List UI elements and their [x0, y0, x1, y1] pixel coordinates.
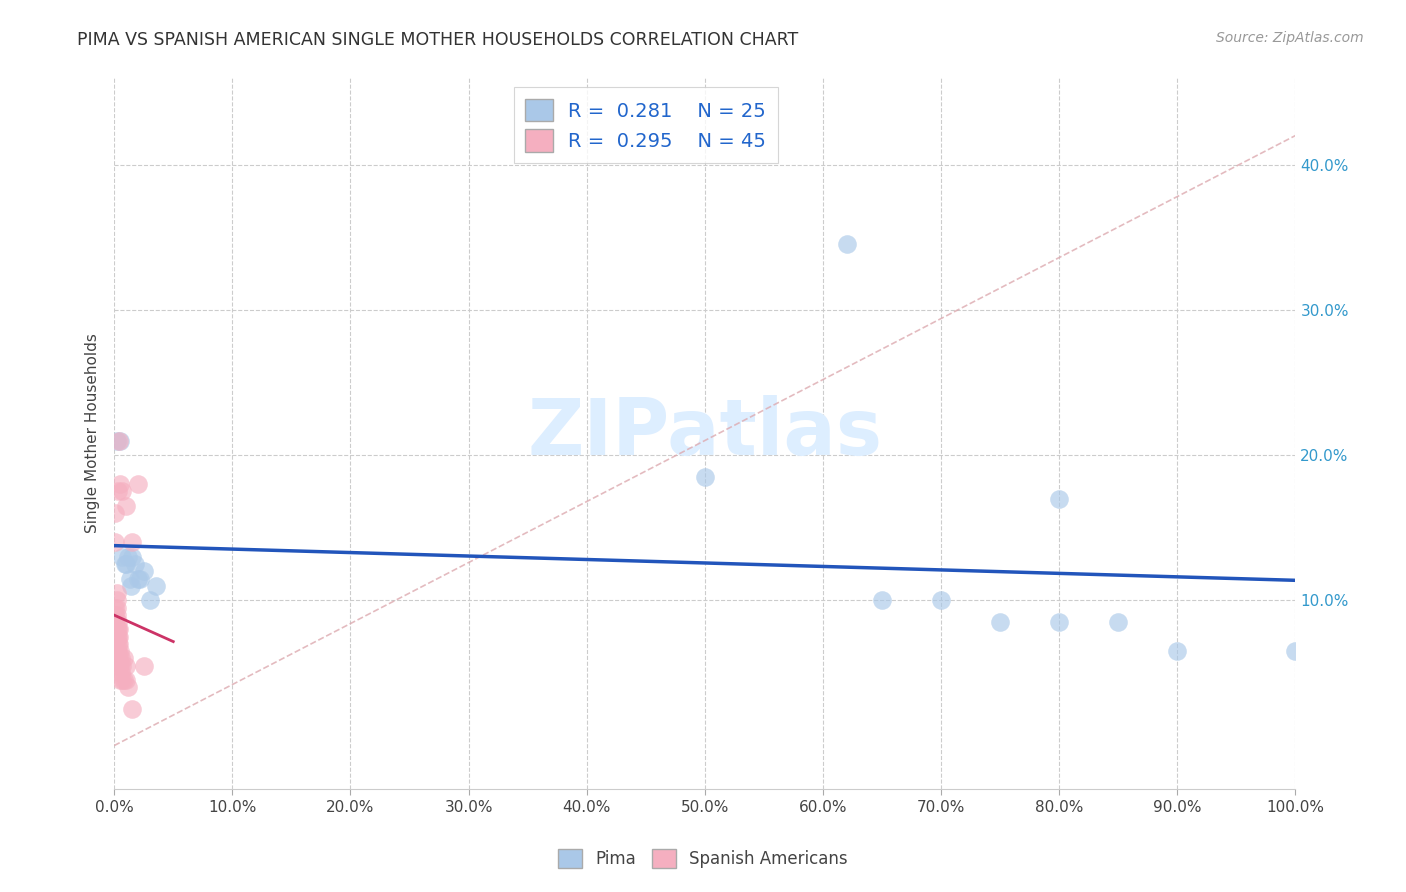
Point — [107, 644, 129, 658]
Point — [105, 600, 128, 615]
Point — [108, 651, 131, 665]
Point — [108, 434, 131, 448]
Point — [107, 484, 129, 499]
Point — [111, 673, 134, 688]
Point — [112, 673, 135, 688]
Point — [118, 572, 141, 586]
Point — [1284, 644, 1306, 658]
Point — [105, 434, 128, 448]
Point — [1107, 615, 1129, 629]
Point — [115, 658, 138, 673]
Point — [115, 673, 138, 688]
Point — [104, 630, 127, 644]
Point — [110, 651, 132, 665]
Point — [1047, 615, 1070, 629]
Point — [127, 477, 149, 491]
Point — [111, 484, 134, 499]
Point — [111, 658, 134, 673]
Point — [121, 702, 143, 716]
Point — [929, 593, 952, 607]
Point — [107, 623, 129, 637]
Point — [115, 557, 138, 571]
Point — [104, 506, 127, 520]
Point — [1166, 644, 1188, 658]
Point — [117, 681, 139, 695]
Point — [105, 644, 128, 658]
Point — [138, 593, 160, 607]
Point — [112, 651, 135, 665]
Point — [104, 615, 127, 629]
Point — [124, 557, 146, 571]
Point — [111, 549, 134, 564]
Text: Source: ZipAtlas.com: Source: ZipAtlas.com — [1216, 31, 1364, 45]
Point — [107, 637, 129, 651]
Point — [108, 673, 131, 688]
Point — [108, 637, 131, 651]
Point — [870, 593, 893, 607]
Point — [105, 630, 128, 644]
Point — [108, 658, 131, 673]
Point — [121, 535, 143, 549]
Point — [129, 572, 152, 586]
Point — [108, 623, 131, 637]
Point — [117, 549, 139, 564]
Point — [108, 477, 131, 491]
Point — [108, 434, 131, 448]
Legend: R =  0.281    N = 25, R =  0.295    N = 45: R = 0.281 N = 25, R = 0.295 N = 45 — [513, 87, 778, 163]
Point — [104, 607, 127, 622]
Point — [693, 470, 716, 484]
Point — [107, 658, 129, 673]
Point — [835, 237, 858, 252]
Legend: Pima, Spanish Americans: Pima, Spanish Americans — [551, 842, 855, 875]
Text: PIMA VS SPANISH AMERICAN SINGLE MOTHER HOUSEHOLDS CORRELATION CHART: PIMA VS SPANISH AMERICAN SINGLE MOTHER H… — [77, 31, 799, 49]
Point — [104, 535, 127, 549]
Point — [120, 579, 142, 593]
Point — [105, 607, 128, 622]
Point — [110, 665, 132, 680]
Point — [114, 557, 136, 571]
Point — [107, 615, 129, 629]
Point — [108, 658, 131, 673]
Point — [115, 499, 138, 513]
Y-axis label: Single Mother Households: Single Mother Households — [86, 334, 100, 533]
Point — [127, 572, 149, 586]
Point — [108, 644, 131, 658]
Point — [105, 623, 128, 637]
Point — [132, 564, 155, 578]
Point — [1047, 491, 1070, 506]
Point — [121, 549, 143, 564]
Point — [145, 579, 167, 593]
Point — [108, 630, 131, 644]
Point — [105, 593, 128, 607]
Point — [132, 658, 155, 673]
Point — [107, 630, 129, 644]
Point — [988, 615, 1011, 629]
Text: ZIPatlas: ZIPatlas — [527, 395, 883, 471]
Point — [105, 586, 128, 600]
Point — [104, 600, 127, 615]
